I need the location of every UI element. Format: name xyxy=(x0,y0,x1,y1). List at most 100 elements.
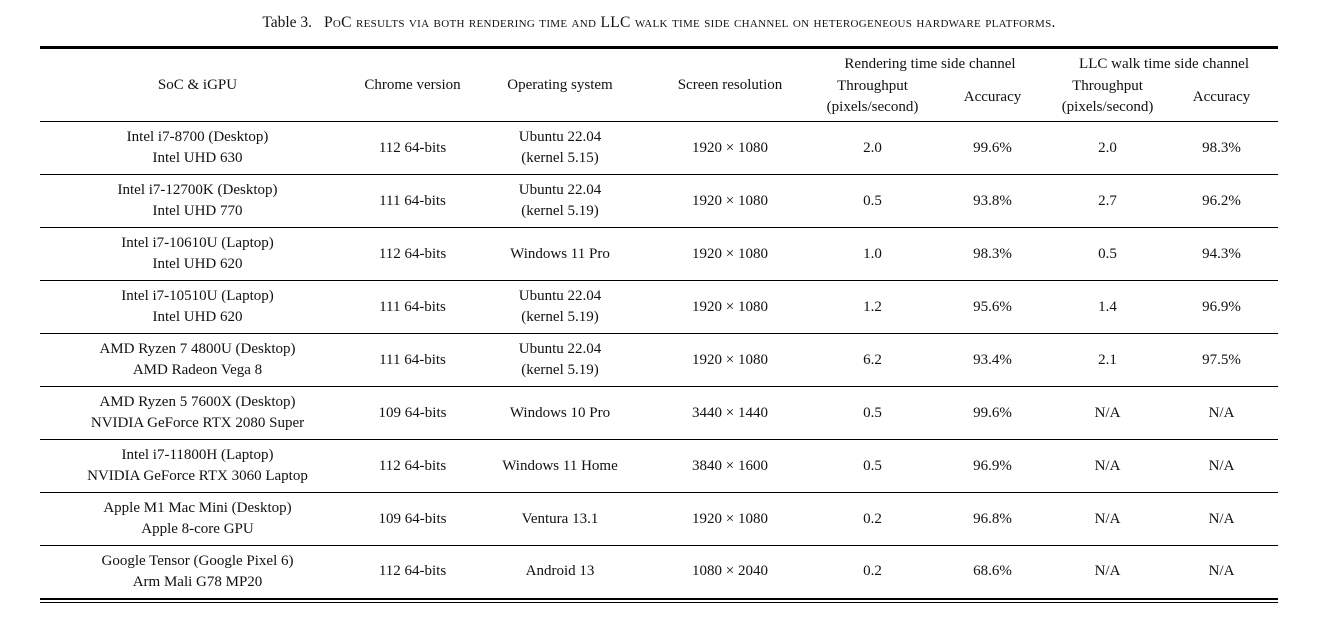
cell-llc-throughput: 2.0 xyxy=(1098,139,1117,156)
cell-llc-accuracy: 94.3% xyxy=(1202,245,1241,262)
cell-soc: AMD Ryzen 7 4800U (Desktop) AMD Radeon Ve… xyxy=(40,334,355,387)
cell-chrome: 111 64-bits xyxy=(379,192,446,209)
cell-rt-accuracy: 96.8% xyxy=(973,510,1012,527)
col-header-operating-system: Operating system xyxy=(470,46,650,122)
cell-chrome: 112 64-bits xyxy=(378,457,447,474)
soc-name: Intel i7-10610U (Laptop) xyxy=(121,235,274,252)
gpu-name: NVIDIA GeForce RTX 2080 Super xyxy=(90,415,305,431)
cell-llc-accuracy: 96.9% xyxy=(1202,298,1241,315)
cell-llc-throughput: N/A xyxy=(1094,457,1121,474)
cell-resolution: 1920 × 1080 xyxy=(692,192,768,209)
os-kernel: (kernel 5.19) xyxy=(521,309,599,325)
cell-soc: AMD Ryzen 5 7600X (Desktop) NVIDIA GeForc… xyxy=(40,387,355,440)
cell-llc-throughput: N/A xyxy=(1094,510,1121,527)
gpu-name: Intel UHD 770 xyxy=(152,203,243,219)
llc-throughput-unit: (pixels/second) xyxy=(1061,99,1154,115)
table-rules-wrapper: SoC & iGPU Chrome version Operating syst… xyxy=(40,46,1279,603)
gpu-name: Intel UHD 620 xyxy=(152,256,243,272)
cell-llc-throughput: 2.1 xyxy=(1098,351,1117,368)
cell-llc-throughput: 2.7 xyxy=(1098,192,1117,209)
os-name: Ubuntu 22.04 xyxy=(518,288,602,305)
cell-soc: Intel i7-10610U (Laptop) Intel UHD 620 xyxy=(40,228,355,281)
rt-throughput-unit: (pixels/second) xyxy=(826,99,919,115)
col-header-rt-throughput: Throughput (pixels/second) xyxy=(810,75,935,122)
cell-os: Ubuntu 22.04 (kernel 5.19) xyxy=(470,175,650,228)
cell-resolution: 1920 × 1080 xyxy=(692,351,768,368)
table-row: Intel i7-8700 (Desktop) Intel UHD 630 112… xyxy=(40,121,1279,175)
os-kernel: (kernel 5.19) xyxy=(521,203,599,219)
cell-os: Ubuntu 22.04 (kernel 5.19) xyxy=(470,281,650,334)
cell-rt-throughput: 0.2 xyxy=(863,510,882,527)
cell-rt-accuracy: 98.3% xyxy=(973,245,1012,262)
cell-resolution: 1080 × 2040 xyxy=(692,563,768,580)
rt-throughput-label: Throughput xyxy=(837,78,908,95)
soc-name: Intel i7-10510U (Laptop) xyxy=(121,288,274,305)
cell-os: Ventura 13.1 xyxy=(470,493,650,546)
col-header-screen-resolution: Screen resolution xyxy=(650,46,810,122)
cell-chrome: 112 64-bits xyxy=(378,563,447,580)
cell-chrome: 111 64-bits xyxy=(379,298,446,315)
cell-rt-throughput: 2.0 xyxy=(863,139,882,156)
os-kernel: (kernel 5.19) xyxy=(521,362,599,378)
col-header-chrome-version: Chrome version xyxy=(355,46,470,122)
soc-name: Google Tensor (Google Pixel 6) xyxy=(101,553,294,570)
cell-soc: Intel i7-12700K (Desktop) Intel UHD 770 xyxy=(40,175,355,228)
gpu-name: Arm Mali G78 MP20 xyxy=(132,573,263,590)
group-header-rendering-time: Rendering time side channel xyxy=(810,46,1051,75)
gpu-name: Intel UHD 620 xyxy=(152,309,243,325)
cell-llc-accuracy: N/A xyxy=(1208,510,1235,527)
cell-rt-accuracy: 99.6% xyxy=(973,139,1012,156)
col-header-soc-igpu: SoC & iGPU xyxy=(40,46,355,122)
soc-name: AMD Ryzen 5 7600X (Desktop) xyxy=(99,394,296,411)
cell-os: Android 13 xyxy=(470,546,650,599)
cell-rt-accuracy: 93.4% xyxy=(973,351,1012,368)
cell-rt-throughput: 0.5 xyxy=(863,457,882,474)
cell-chrome: 109 64-bits xyxy=(378,404,447,421)
cell-os: Windows 10 Pro xyxy=(470,387,650,440)
soc-name: Apple M1 Mac Mini (Desktop) xyxy=(103,500,292,517)
table-caption-number: Table 3. xyxy=(262,14,313,31)
table-row: Apple M1 Mac Mini (Desktop) Apple 8-core … xyxy=(40,492,1279,546)
llc-throughput-label: Throughput xyxy=(1072,78,1143,95)
cell-rt-accuracy: 68.6% xyxy=(973,563,1012,580)
cell-resolution: 3440 × 1440 xyxy=(692,404,768,421)
cell-rt-throughput: 0.5 xyxy=(863,404,882,421)
cell-chrome: 109 64-bits xyxy=(378,510,447,527)
gpu-name: Intel UHD 630 xyxy=(152,150,243,166)
cell-soc: Google Tensor (Google Pixel 6) Arm Mali G… xyxy=(40,546,355,599)
os-kernel: (kernel 5.15) xyxy=(521,150,599,166)
os-name: Windows 10 Pro xyxy=(509,404,611,421)
gpu-name: AMD Radeon Vega 8 xyxy=(132,362,263,378)
cell-os: Ubuntu 22.04 (kernel 5.19) xyxy=(470,334,650,387)
table-caption: Table 3. PoC results via both rendering t… xyxy=(40,14,1278,32)
cell-llc-throughput: N/A xyxy=(1094,563,1121,580)
cell-llc-accuracy: N/A xyxy=(1208,457,1235,474)
cell-rt-accuracy: 93.8% xyxy=(973,192,1012,209)
soc-name: Intel i7-11800H (Laptop) xyxy=(121,447,274,464)
cell-os: Ubuntu 22.04 (kernel 5.15) xyxy=(470,122,650,175)
cell-llc-accuracy: 96.2% xyxy=(1202,192,1241,209)
table-header: SoC & iGPU Chrome version Operating syst… xyxy=(40,46,1279,122)
header-sub-row: Throughput (pixels/second) Accuracy Thro… xyxy=(40,75,1278,122)
os-name: Ubuntu 22.04 xyxy=(518,182,602,199)
soc-name: Intel i7-8700 (Desktop) xyxy=(126,129,269,146)
cell-soc: Apple M1 Mac Mini (Desktop) Apple 8-core … xyxy=(40,493,355,546)
col-header-rt-accuracy: Accuracy xyxy=(963,88,1022,105)
cell-soc: Intel i7-11800H (Laptop) NVIDIA GeForce R… xyxy=(40,440,355,493)
os-name: Windows 11 Home xyxy=(502,457,618,474)
cell-llc-accuracy: N/A xyxy=(1208,563,1235,580)
col-header-llc-throughput: Throughput (pixels/second) xyxy=(1050,75,1165,122)
table-row: Intel i7-10610U (Laptop) Intel UHD 620 11… xyxy=(40,227,1279,281)
os-name: Windows 11 Pro xyxy=(510,245,610,262)
cell-llc-accuracy: 98.3% xyxy=(1202,139,1241,156)
os-name: Android 13 xyxy=(525,563,595,580)
cell-resolution: 1920 × 1080 xyxy=(692,510,768,527)
cell-soc: Intel i7-10510U (Laptop) Intel UHD 620 xyxy=(40,281,355,334)
soc-name: Intel i7-12700K (Desktop) xyxy=(117,182,278,199)
cell-resolution: 1920 × 1080 xyxy=(692,298,768,315)
gpu-name: NVIDIA GeForce RTX 3060 Laptop xyxy=(87,468,308,484)
poc-results-table: SoC & iGPU Chrome version Operating syst… xyxy=(40,46,1279,600)
cell-os: Windows 11 Home xyxy=(470,440,650,493)
table-block: Table 3. PoC results via both rendering t… xyxy=(40,14,1279,603)
